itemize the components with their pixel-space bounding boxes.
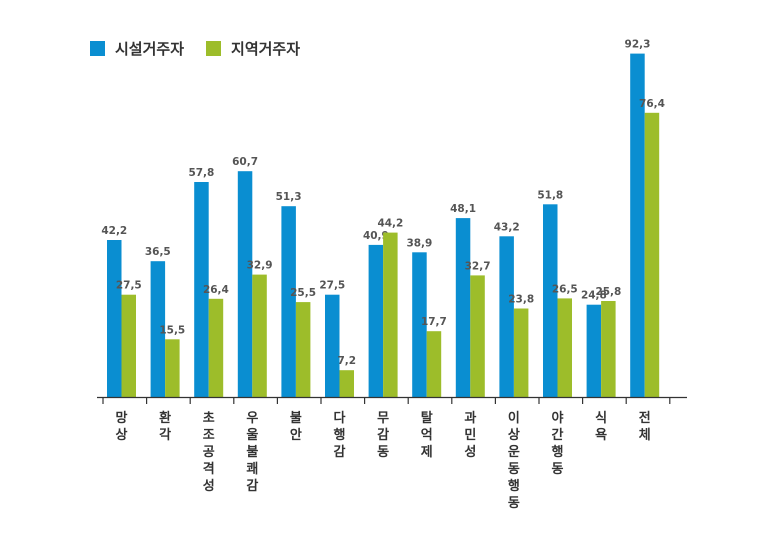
data-label-series-2-0: 27,5 [116, 280, 142, 292]
legend-item-series-1: 시설거주자 [90, 38, 184, 59]
bar-series-2-9 [513, 308, 529, 397]
data-label-series-1-5: 27,5 [319, 280, 345, 292]
data-label-series-1-0: 42,2 [101, 225, 127, 237]
legend: 시설거주자 지역거주자 [90, 38, 322, 59]
data-label-series-1-1: 36,5 [145, 246, 171, 258]
data-label-series-2-10: 26,5 [552, 283, 578, 295]
data-label-series-2-4: 25,5 [290, 287, 316, 299]
legend-swatch-series-2 [206, 41, 222, 56]
bar-series-2-10 [557, 298, 572, 397]
data-label-series-2-11: 25,8 [595, 286, 621, 298]
bar-series-2-8 [470, 275, 485, 397]
legend-label-series-1: 시설거주자 [115, 40, 185, 58]
bar-series-1-5 [325, 294, 340, 397]
bar-series-2-3 [252, 274, 267, 397]
data-label-series-1-3: 60,7 [232, 156, 258, 168]
legend-item-series-2: 지역거주자 [206, 38, 300, 59]
data-label-series-2-3: 32,9 [247, 260, 273, 272]
bar-series-1-11 [586, 304, 602, 397]
data-label-series-2-7: 17,7 [421, 316, 447, 328]
data-label-series-1-7: 38,9 [406, 237, 432, 249]
bar-series-2-7 [426, 331, 442, 397]
bar-series-1-12 [630, 53, 645, 397]
data-label-series-2-12: 76,4 [639, 98, 665, 110]
bar-series-2-6 [383, 232, 398, 397]
bar-series-2-2 [208, 298, 224, 397]
data-label-series-1-6: 40,9 [363, 230, 389, 242]
bar-series-2-12 [644, 112, 660, 398]
bar-series-1-2 [194, 182, 209, 397]
bar-series-1-9 [499, 236, 514, 397]
bar-series-2-11 [601, 301, 616, 397]
data-label-series-2-6: 44,2 [377, 218, 403, 230]
data-label-series-1-10: 51,8 [537, 189, 563, 201]
bar-series-2-0 [121, 294, 136, 397]
data-label-series-2-8: 32,7 [465, 260, 491, 272]
data-label-series-1-9: 43,2 [494, 221, 520, 233]
bar-series-1-0 [107, 240, 122, 397]
data-label-series-1-2: 57,8 [188, 167, 214, 179]
bar-series-1-7 [412, 252, 427, 397]
bar-series-2-5 [339, 370, 354, 397]
bar-series-1-4 [281, 206, 296, 397]
bar-series-1-1 [150, 261, 166, 397]
legend-label-series-2: 지역거주자 [231, 40, 301, 58]
bar-series-2-1 [165, 339, 180, 397]
bar-series-2-4 [295, 302, 311, 397]
bar-series-1-3 [237, 171, 253, 397]
legend-swatch-series-1 [90, 41, 105, 56]
data-label-series-1-4: 51,3 [276, 191, 302, 203]
data-label-series-1-12: 92,3 [625, 39, 651, 51]
bar-series-1-10 [543, 204, 558, 397]
bar-series-1-8 [455, 218, 471, 397]
data-label-series-2-1: 15,5 [159, 324, 185, 336]
bar-series-1-6 [368, 244, 384, 397]
data-label-series-2-5: 7,2 [337, 355, 356, 367]
data-label-series-1-8: 48,1 [450, 203, 476, 215]
data-label-series-1-11: 24,8 [581, 290, 607, 302]
data-label-series-2-9: 23,8 [508, 294, 534, 306]
data-label-series-2-2: 26,4 [203, 284, 229, 296]
